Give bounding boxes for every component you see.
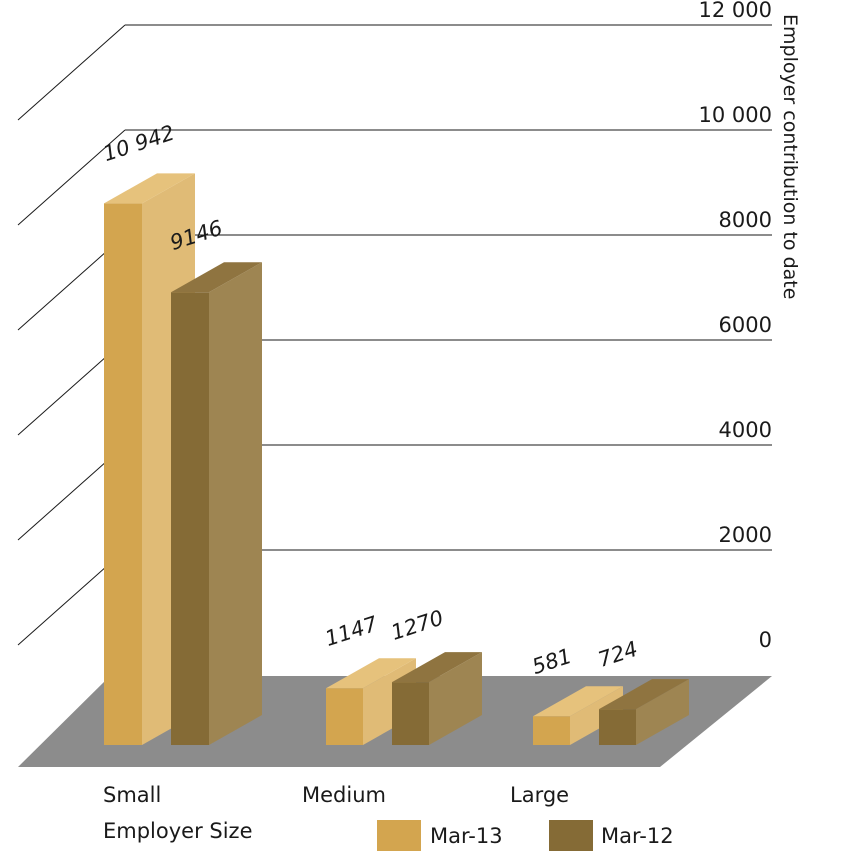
- bar-front: [104, 203, 142, 746]
- y-tick-label: 2000: [719, 523, 772, 547]
- y-tick-label: 8000: [719, 208, 772, 232]
- bar-front: [533, 716, 570, 745]
- y-tick-label: 12 000: [699, 0, 772, 22]
- bar-mar-12-medium: [392, 652, 482, 745]
- legend-label-mar-13: Mar-13: [430, 824, 503, 848]
- bar-front: [326, 688, 363, 745]
- y-axis-label: Employer contribution to date: [779, 14, 801, 299]
- legend-label-mar-12: Mar-12: [601, 824, 674, 848]
- y-tick-label: 0: [759, 628, 772, 652]
- bar-mar-13-large: [533, 686, 623, 745]
- gridline-diagonal: [17, 129, 126, 226]
- bar-top: [533, 686, 623, 717]
- bar-side: [570, 686, 623, 745]
- bar-top: [326, 658, 416, 689]
- bar-side: [429, 652, 482, 745]
- bars: [104, 173, 689, 746]
- legend: Mar-13 Mar-12: [377, 820, 674, 851]
- gridline-diagonal: [17, 24, 126, 121]
- x-axis-categories: Small Medium Large: [103, 783, 569, 807]
- value-label: 724: [595, 637, 641, 672]
- bar-side: [209, 262, 262, 745]
- legend-swatch-mar-13: [377, 820, 421, 851]
- value-label: 10 942: [100, 121, 177, 167]
- bar-front: [599, 709, 636, 745]
- bar-top: [104, 173, 195, 204]
- bar-front: [171, 292, 209, 745]
- bar-top: [599, 679, 689, 710]
- bar-top: [392, 652, 482, 683]
- y-tick-label: 10 000: [699, 103, 772, 127]
- bar-top: [171, 262, 262, 293]
- y-tick-label: 4000: [719, 418, 772, 442]
- category-label-large: Large: [510, 783, 569, 807]
- legend-swatch-mar-12: [549, 820, 593, 851]
- bar-side: [636, 679, 689, 745]
- value-label: 1270: [388, 606, 446, 645]
- bar-mar-12-large: [599, 679, 689, 745]
- category-label-medium: Medium: [302, 783, 386, 807]
- y-axis-ticks: 0 2000 4000 6000 8000 10 000 12 000: [699, 0, 772, 652]
- x-axis-label: Employer Size: [103, 819, 253, 843]
- value-label: 1147: [322, 611, 381, 651]
- y-tick-label: 6000: [719, 313, 772, 337]
- bar-mar-12-small: [171, 262, 262, 745]
- bar-front: [392, 682, 429, 745]
- category-label-small: Small: [103, 783, 161, 807]
- value-label: 581: [529, 644, 575, 679]
